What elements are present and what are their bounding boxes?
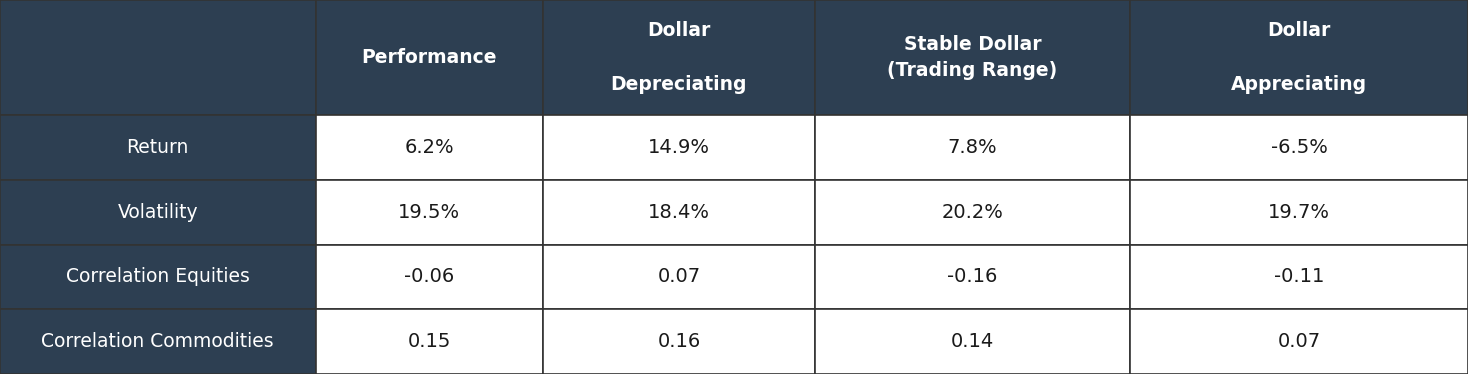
FancyBboxPatch shape (1130, 180, 1468, 245)
Text: -0.16: -0.16 (947, 267, 998, 286)
FancyBboxPatch shape (1130, 309, 1468, 374)
FancyBboxPatch shape (316, 0, 543, 115)
Text: Dollar

Appreciating: Dollar Appreciating (1232, 21, 1367, 94)
Text: Dollar

Depreciating: Dollar Depreciating (611, 21, 747, 94)
Text: Return: Return (126, 138, 189, 157)
FancyBboxPatch shape (316, 180, 543, 245)
FancyBboxPatch shape (0, 115, 316, 180)
FancyBboxPatch shape (0, 245, 316, 309)
FancyBboxPatch shape (815, 309, 1130, 374)
Text: 19.7%: 19.7% (1268, 203, 1330, 222)
FancyBboxPatch shape (815, 0, 1130, 115)
FancyBboxPatch shape (543, 0, 815, 115)
Text: 7.8%: 7.8% (948, 138, 997, 157)
Text: Stable Dollar
(Trading Range): Stable Dollar (Trading Range) (888, 35, 1057, 80)
Text: -6.5%: -6.5% (1271, 138, 1327, 157)
Text: 0.07: 0.07 (1277, 332, 1321, 351)
Text: 14.9%: 14.9% (647, 138, 711, 157)
Text: 0.07: 0.07 (658, 267, 700, 286)
Text: 18.4%: 18.4% (647, 203, 711, 222)
FancyBboxPatch shape (815, 115, 1130, 180)
FancyBboxPatch shape (1130, 115, 1468, 180)
FancyBboxPatch shape (316, 115, 543, 180)
Text: 6.2%: 6.2% (405, 138, 454, 157)
Text: -0.06: -0.06 (404, 267, 455, 286)
FancyBboxPatch shape (543, 309, 815, 374)
FancyBboxPatch shape (543, 180, 815, 245)
Text: Correlation Commodities: Correlation Commodities (41, 332, 275, 351)
FancyBboxPatch shape (316, 309, 543, 374)
FancyBboxPatch shape (0, 180, 316, 245)
Text: 19.5%: 19.5% (398, 203, 461, 222)
FancyBboxPatch shape (815, 245, 1130, 309)
FancyBboxPatch shape (316, 245, 543, 309)
FancyBboxPatch shape (815, 180, 1130, 245)
Text: 0.15: 0.15 (408, 332, 451, 351)
FancyBboxPatch shape (1130, 0, 1468, 115)
Text: 0.14: 0.14 (951, 332, 994, 351)
Text: Volatility: Volatility (117, 203, 198, 222)
FancyBboxPatch shape (543, 245, 815, 309)
Text: -0.11: -0.11 (1274, 267, 1324, 286)
Text: Correlation Equities: Correlation Equities (66, 267, 250, 286)
FancyBboxPatch shape (1130, 245, 1468, 309)
FancyBboxPatch shape (543, 115, 815, 180)
Text: 20.2%: 20.2% (941, 203, 1004, 222)
Text: 0.16: 0.16 (658, 332, 700, 351)
FancyBboxPatch shape (0, 0, 316, 115)
Text: Performance: Performance (361, 48, 498, 67)
FancyBboxPatch shape (0, 309, 316, 374)
